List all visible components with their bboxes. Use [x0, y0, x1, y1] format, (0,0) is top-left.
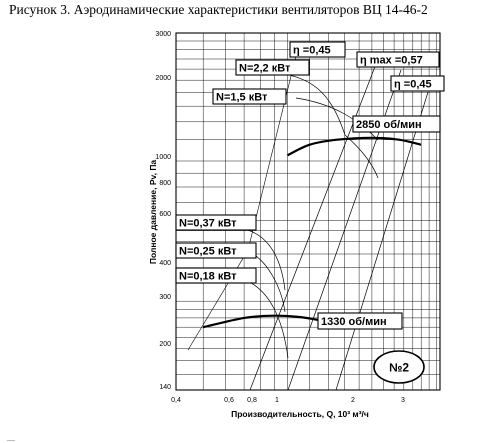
efficiency-label: η max =0,57 [360, 55, 423, 67]
y-axis-title: Полное давление, Pv, Па [148, 160, 158, 265]
power-label: N=0,37 кВт [179, 218, 237, 230]
speed-labels: 2850 об/мин 1330 об/мин [317, 115, 441, 330]
chart-curves [202, 136, 422, 329]
efficiency-label: η =0,45 [293, 45, 331, 57]
y-tick-label: 200 [159, 341, 171, 348]
figure-caption: Рисунок 3. Аэродинамические характеристи… [9, 2, 428, 17]
chart-grid [175, 32, 441, 391]
y-tick-label: 140 [159, 384, 171, 391]
y-tick-label: 1000 [155, 154, 171, 161]
series-label: 1330 об/мин [321, 316, 387, 328]
x-tick-label: 1 [275, 397, 279, 404]
x-tick-labels: 0,4 0,6 0,8 1 2 3 [171, 397, 405, 404]
power-label: N=0,18 кВт [179, 271, 237, 283]
page-edge-mark [7, 436, 15, 441]
series-line [287, 136, 422, 157]
x-tick-label: 3 [401, 397, 405, 404]
plot-frame [175, 32, 441, 391]
power-label: N=1,5 кВт [216, 92, 268, 104]
y-tick-label: 3000 [155, 31, 171, 38]
y-tick-label: 400 [159, 260, 171, 267]
power-label: N=0,25 кВт [179, 246, 237, 258]
y-tick-label: 600 [159, 211, 171, 218]
power-label: N=2,2 кВт [239, 63, 291, 75]
y-tick-label: 300 [159, 294, 171, 301]
y-tick-labels: 3000 2000 1000 800 600 400 300 200 140 [155, 31, 171, 391]
power-labels: N=2,2 кВт N=1,5 кВт N=0,37 кВт N=0,25 кВ… [175, 59, 310, 284]
x-tick-label: 0,8 [247, 397, 257, 404]
x-tick-label: 2 [351, 397, 355, 404]
fan-number-badge: №2 [373, 350, 425, 384]
series-label: 2850 об/мин [356, 119, 422, 131]
fan-number: №2 [389, 361, 409, 375]
y-tick-label: 2000 [155, 75, 171, 82]
x-axis-title: Производительность, Q, 10³ м³/ч [231, 409, 369, 419]
series-line [202, 314, 320, 329]
x-tick-label: 0,4 [171, 397, 181, 404]
efficiency-label: η =0,45 [394, 79, 432, 91]
efficiency-labels: η =0,45 η max =0,57 η =0,45 [289, 41, 445, 92]
x-tick-label: 0,6 [224, 397, 234, 404]
y-tick-label: 800 [159, 180, 171, 187]
